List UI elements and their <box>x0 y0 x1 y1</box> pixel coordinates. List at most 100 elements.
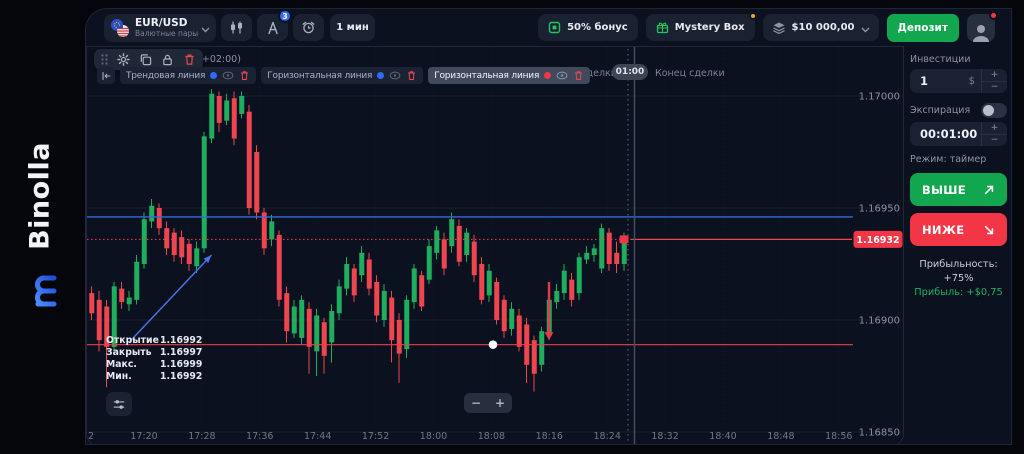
price-chart[interactable]: 1.16932 1.17000 1.16950 1.16900 1.16850 17:20… <box>87 47 903 445</box>
trash-icon[interactable] <box>239 70 250 81</box>
color-dot[interactable] <box>210 72 218 79</box>
sliders-icon <box>113 399 125 409</box>
trash-icon[interactable] <box>183 53 196 66</box>
svg-text:17:36: 17:36 <box>246 431 273 442</box>
drawing-chip-horizontal-line-1[interactable]: Горизонтальная линия <box>261 67 424 84</box>
trade-panel: Инвестиции 1 $ + − Экспирация 00:01:00 +… <box>904 46 1011 444</box>
clone-icon[interactable] <box>139 53 152 66</box>
decrease-investment-button[interactable]: − <box>990 82 999 93</box>
chart-type-button[interactable] <box>221 14 252 41</box>
candlestick-icon <box>231 21 242 34</box>
currency-pair-flags-icon <box>110 18 130 38</box>
chevron-down-icon <box>201 18 210 37</box>
svg-text:18:08: 18:08 <box>478 431 505 442</box>
bonus-gift-icon <box>548 21 561 34</box>
svg-text:17:28: 17:28 <box>188 431 215 442</box>
mystery-box-notification-dot <box>748 12 757 20</box>
svg-text:17:20: 17:20 <box>130 431 157 442</box>
drawing-toolbar <box>94 49 203 70</box>
drawn-lines <box>87 216 853 349</box>
avatar-notification-dot <box>989 10 998 20</box>
timeframe-button[interactable]: 1 мин <box>330 14 375 41</box>
svg-text:17:52: 17:52 <box>362 431 389 442</box>
ohlc-high-row: Макс. 1.16999 <box>106 359 203 370</box>
drawing-tools-button[interactable]: 3 <box>257 9 292 41</box>
compass-icon <box>267 21 278 34</box>
trash-icon[interactable] <box>406 70 417 81</box>
collapse-left-icon <box>102 71 111 80</box>
drawing-chip-trend-line[interactable]: Трендовая линия <box>120 67 257 84</box>
expiration-label: Экспирация <box>910 105 971 116</box>
expiration-toggle[interactable] <box>981 103 1007 118</box>
mystery-box-icon <box>656 22 668 34</box>
ohlc-open-row: Открытие 1.16992 <box>106 335 203 346</box>
increase-expiration-button[interactable]: + <box>982 122 1007 135</box>
higher-button[interactable]: ВЫШЕ <box>910 173 1007 206</box>
collapse-drawings-button[interactable] <box>97 67 115 84</box>
zoom-out-button[interactable]: − <box>470 396 482 410</box>
expiration-value: 00:01:00 <box>920 127 978 141</box>
ohlc-low-row: Мин. 1.16992 <box>106 371 203 382</box>
bonus-button[interactable]: 50% бонус <box>538 14 638 41</box>
svg-text:18:32: 18:32 <box>651 431 678 442</box>
currency-symbol: $ <box>968 75 975 87</box>
svg-text:2: 2 <box>88 431 94 442</box>
eye-icon[interactable] <box>222 71 234 80</box>
eye-icon[interactable] <box>389 71 401 80</box>
drag-handle-icon[interactable] <box>101 54 108 65</box>
svg-text:18:00: 18:00 <box>420 431 447 442</box>
ohlc-close-row: Закрыть 1.16997 <box>106 347 203 358</box>
chevron-down-icon <box>861 18 870 37</box>
svg-text:1.16950: 1.16950 <box>859 204 900 215</box>
avatar[interactable] <box>967 10 998 42</box>
mystery-box-label: Mystery Box <box>674 22 745 33</box>
svg-text:18:24: 18:24 <box>594 431 621 442</box>
current-price-tag <box>853 230 903 248</box>
increase-investment-button[interactable]: + <box>982 69 1007 82</box>
asset-subtitle: Валютные пары <box>135 29 199 38</box>
brand-name: Binolla <box>24 142 56 250</box>
eye-icon[interactable] <box>556 71 568 80</box>
mystery-box-button[interactable]: Mystery Box <box>645 12 757 41</box>
candles <box>89 89 627 392</box>
trade-end-label: Конец сделки <box>655 68 725 79</box>
trade-countdown-badge: 01:00 <box>612 64 648 80</box>
svg-text:1.16900: 1.16900 <box>859 316 900 327</box>
drawings-chip-row: Трендовая линия Горизонтальная линия <box>97 67 591 84</box>
zoom-in-button[interactable]: + <box>494 396 506 410</box>
profitability-text: Прибыльность: +75% <box>919 259 998 284</box>
lock-icon[interactable] <box>161 53 174 66</box>
decrease-expiration-button[interactable]: − <box>990 135 999 146</box>
svg-text:1.17000: 1.17000 <box>859 92 900 103</box>
svg-text:1.16932: 1.16932 <box>856 235 899 246</box>
drawing-tools-badge: 3 <box>278 9 292 23</box>
balance-selector[interactable]: $10 000,00 <box>762 14 879 41</box>
arrow-down-right-icon <box>984 225 994 234</box>
trash-icon[interactable] <box>573 70 584 81</box>
investment-field[interactable]: 1 $ + − <box>910 69 1007 93</box>
asset-selector[interactable]: EUR/USD Валютные пары <box>104 13 216 42</box>
account-layers-icon <box>772 22 785 34</box>
svg-text:18:48: 18:48 <box>767 431 794 442</box>
brand-logo-icon <box>22 268 64 318</box>
svg-text:17:44: 17:44 <box>304 431 331 442</box>
expiration-stepper: + − <box>981 122 1007 146</box>
gear-icon[interactable] <box>117 53 130 66</box>
bonus-label: 50% бонус <box>567 22 628 33</box>
indicators-button[interactable] <box>106 392 132 416</box>
ohlc-tooltip: Открытие 1.16992 Закрыть 1.16997 Макс. 1.16… <box>106 335 202 383</box>
investment-value: 1 <box>920 74 929 88</box>
person-icon <box>973 24 989 42</box>
color-dot[interactable] <box>377 72 385 79</box>
color-dot[interactable] <box>544 72 552 79</box>
balance-amount: $10 000,00 <box>791 22 855 33</box>
axis-labels: 1.17000 1.16950 1.16900 1.16850 17:20 17:28 17… <box>88 92 900 443</box>
lower-button[interactable]: НИЖЕ <box>910 213 1007 246</box>
drawing-chip-horizontal-line-2[interactable]: Горизонтальная линия <box>428 67 591 84</box>
app-window: EUR/USD Валютные пары 3 <box>85 8 1012 445</box>
expiration-field[interactable]: 00:01:00 + − <box>910 122 1007 146</box>
svg-text:18:16: 18:16 <box>536 431 563 442</box>
deposit-button[interactable]: Депозит <box>886 13 959 42</box>
alerts-button[interactable] <box>293 14 324 41</box>
svg-text:18:56: 18:56 <box>825 431 852 442</box>
